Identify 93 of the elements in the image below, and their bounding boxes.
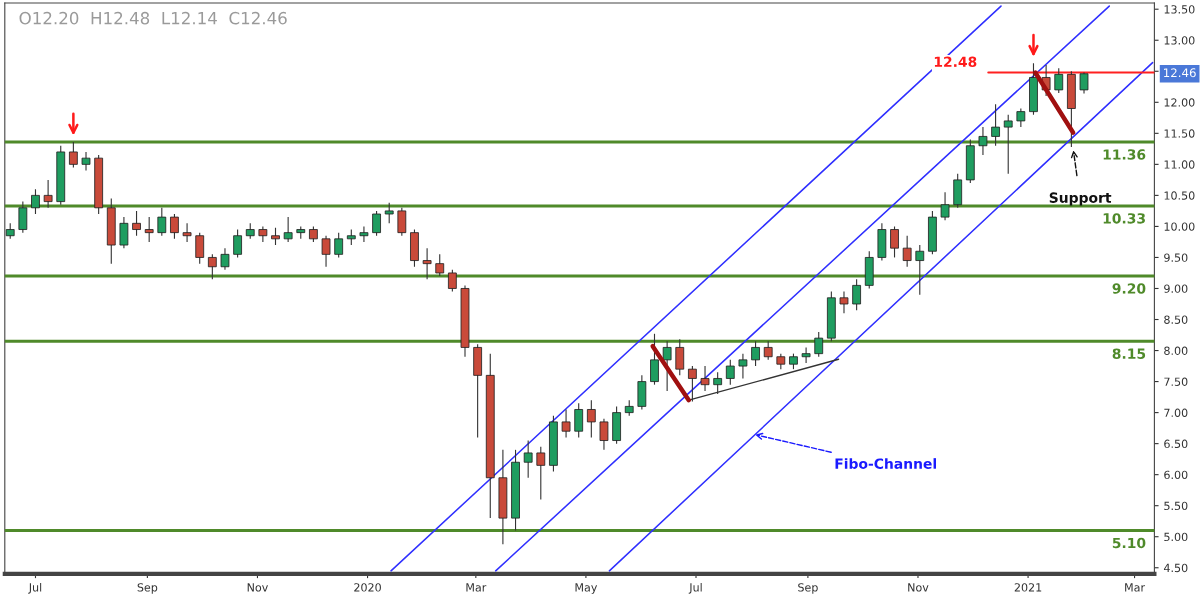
x-tick-label: Sep xyxy=(798,583,818,594)
candlestick xyxy=(182,222,192,243)
candlestick xyxy=(713,371,723,395)
y-tick-label: 13.50 xyxy=(1164,5,1195,14)
y-tick-label: 9.50 xyxy=(1164,253,1188,262)
x-tick-label: Mar xyxy=(1125,583,1146,592)
candlestick xyxy=(561,408,571,438)
y-tick-label: 5.50 xyxy=(1164,501,1188,511)
candlestick xyxy=(523,439,533,479)
candlestick xyxy=(574,402,584,438)
candlestick xyxy=(31,188,40,215)
candlestick xyxy=(1003,114,1013,175)
candlestick xyxy=(334,232,344,259)
candlestick xyxy=(890,225,899,259)
candlestick xyxy=(233,228,242,259)
candlestick xyxy=(915,244,925,296)
y-tick-label: 9.00 xyxy=(1164,284,1188,293)
ref-line-label: 10.33 xyxy=(1103,213,1145,224)
candlestick xyxy=(1054,67,1064,94)
y-tick-label: 7.50 xyxy=(1164,377,1188,386)
annotation: Support xyxy=(1049,192,1112,206)
candlestick xyxy=(763,340,773,361)
candlestick xyxy=(662,340,672,392)
y-tick-label: 11.50 xyxy=(1164,129,1195,138)
x-tick-label: 2020 xyxy=(354,583,381,592)
candlestick xyxy=(283,216,293,243)
candlestick xyxy=(852,278,862,311)
y-tick-label: 13.00 xyxy=(1164,36,1195,45)
x-tick-label: Jul xyxy=(688,582,702,594)
candlestick xyxy=(195,232,205,265)
candlestick xyxy=(144,216,154,243)
candlestick xyxy=(725,359,735,386)
candlestick xyxy=(397,207,407,237)
x-tick-label: 2021 xyxy=(1014,583,1042,592)
candlestick xyxy=(1016,107,1026,128)
x-tick-label: May xyxy=(575,583,598,594)
y-tick-label: 7.00 xyxy=(1164,408,1188,417)
y-tick-label: 5.00 xyxy=(1164,532,1188,542)
candlestick xyxy=(902,235,912,268)
y-tick-label: 10.50 xyxy=(1164,191,1195,200)
annotation: Fibo-Channel xyxy=(835,458,936,469)
candlestick xyxy=(447,269,457,293)
candlestick xyxy=(359,225,369,243)
y-tick-label: 12.00 xyxy=(1164,98,1195,107)
candlestick xyxy=(422,247,432,280)
candlestick xyxy=(372,210,381,237)
y-tick-label: 8.00 xyxy=(1164,346,1188,355)
candlestick xyxy=(170,213,179,240)
candlestick xyxy=(18,201,28,234)
annotation: O12.20 H12.48 L12.14 C12.46 xyxy=(19,11,287,25)
y-tick-label: 4.50 xyxy=(1163,563,1188,573)
y-tick-label: 8.50 xyxy=(1164,315,1188,324)
candlestick xyxy=(435,253,445,277)
candlestick xyxy=(599,418,609,451)
x-tick-label: Sep xyxy=(137,583,158,594)
y-tick-label: 6.50 xyxy=(1164,439,1188,449)
candlestick xyxy=(586,399,596,438)
ref-line-label: 5.10 xyxy=(1112,537,1146,549)
candlestick xyxy=(814,331,824,358)
candlestick xyxy=(738,353,748,380)
candlestick xyxy=(68,141,78,169)
candlestick xyxy=(119,216,129,249)
candlestick xyxy=(384,202,394,224)
x-tick-label: Mar xyxy=(466,583,487,592)
y-tick-label: 11.00 xyxy=(1164,160,1195,169)
annotation: 12.46 xyxy=(1164,68,1196,78)
candlestick xyxy=(132,210,141,237)
x-tick-label: Nov xyxy=(908,583,929,592)
candlestick xyxy=(321,235,331,268)
candlestick xyxy=(650,333,659,386)
y-tick-label: 6.00 xyxy=(1164,470,1188,480)
candlestick xyxy=(258,225,268,243)
candlestick xyxy=(940,191,950,221)
candlestick xyxy=(700,365,710,392)
candlestick xyxy=(675,338,685,376)
candlestick xyxy=(839,291,849,314)
y-tick-label: 10.00 xyxy=(1164,222,1195,231)
ref-line-label: 9.20 xyxy=(1112,283,1146,294)
candlestick xyxy=(801,346,811,364)
candlestick xyxy=(991,103,1000,147)
x-tick-label: Jul xyxy=(28,582,42,594)
x-tick-label: Nov xyxy=(247,583,268,592)
candlestick xyxy=(536,446,546,501)
candlestick xyxy=(207,253,217,280)
ref-line-label: 8.15 xyxy=(1112,348,1146,359)
candlestick xyxy=(81,151,91,172)
annotation: 12.48 xyxy=(934,56,977,68)
candlestick xyxy=(220,247,230,271)
candlestick xyxy=(157,207,167,237)
ref-line-label: 11.36 xyxy=(1103,149,1146,160)
candlestick xyxy=(43,179,53,209)
candlestick xyxy=(751,340,760,367)
candlestick xyxy=(978,126,988,156)
